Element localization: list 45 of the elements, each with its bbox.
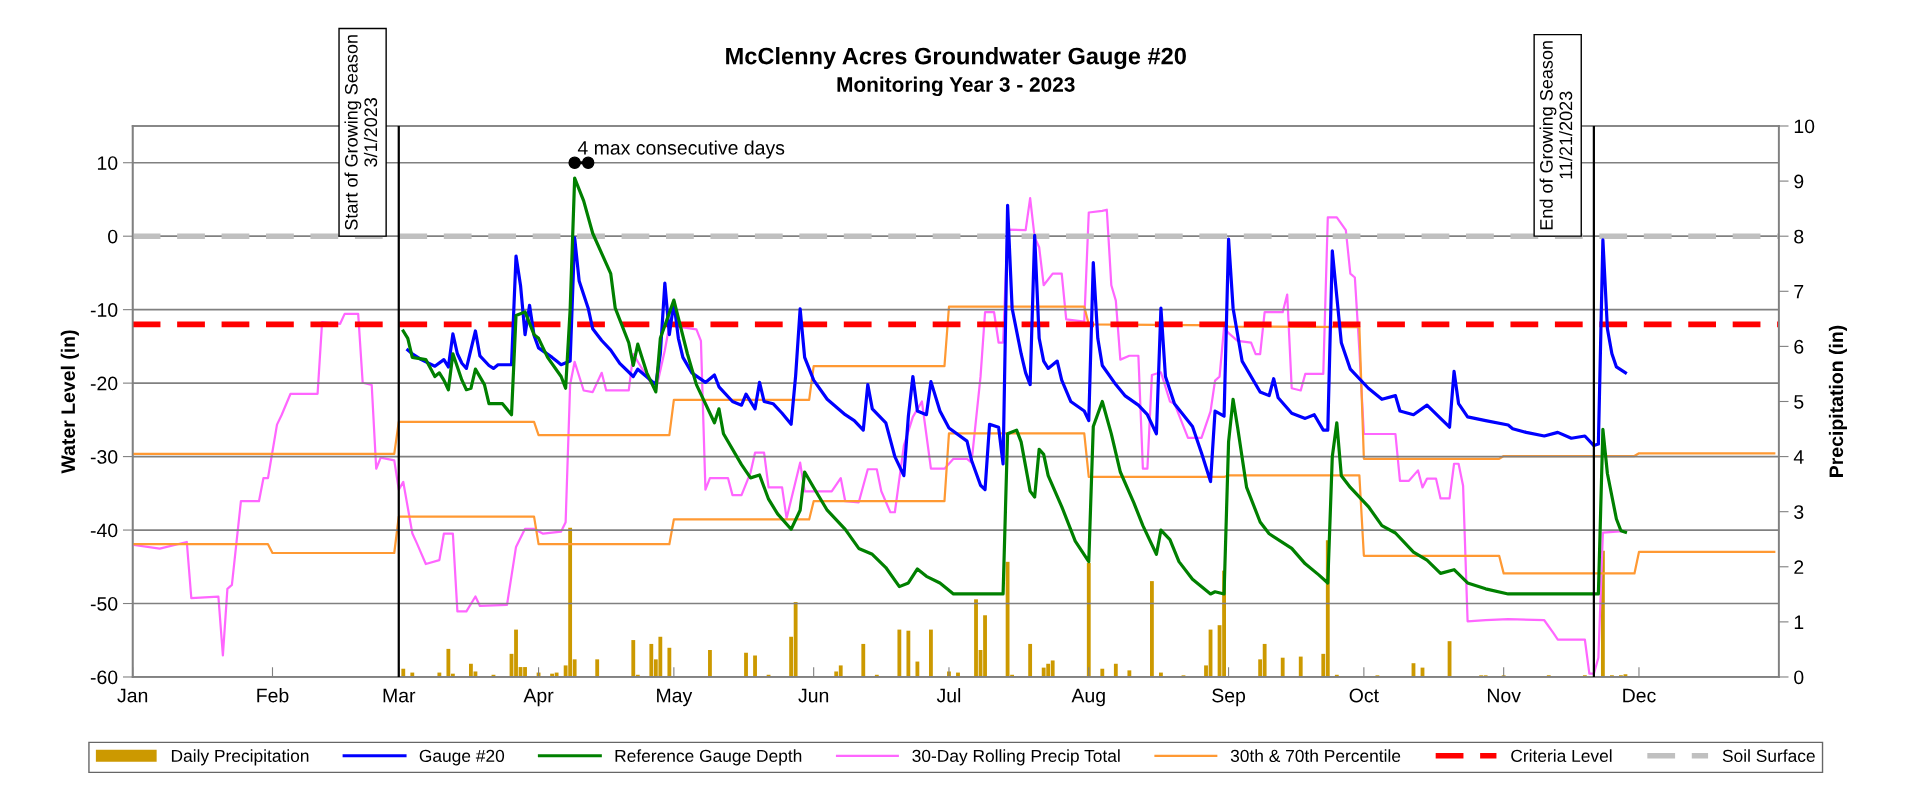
legend-label: Soil Surface — [1722, 749, 1815, 763]
y-tick-label: -30 — [90, 450, 118, 464]
ref-line-label: End of Growing Season 11/21/2023 — [1539, 41, 1573, 230]
x-tick-label: Apr — [523, 688, 554, 707]
annotation: 4 max consecutive days — [577, 140, 785, 159]
y2-tick-label: 6 — [1794, 339, 1804, 354]
y-tick-label: 0 — [108, 229, 118, 244]
x-tick-label: Dec — [1623, 688, 1656, 703]
y-tick-label: -60 — [90, 670, 118, 685]
x-tick-label: Jun — [798, 688, 829, 703]
y2-tick-label: 7 — [1794, 284, 1804, 299]
y2-tick-label: 2 — [1794, 560, 1804, 574]
x-tick-label: Sep — [1212, 688, 1246, 707]
ref-line-label: Start of Growing Season 3/1/2023 — [344, 35, 378, 230]
chart-subtitle: Monitoring Year 3 - 2023 — [837, 76, 1075, 97]
y-tick-label: -20 — [90, 376, 118, 391]
x-tick-label: Oct — [1349, 688, 1379, 703]
legend-label: Criteria Level — [1511, 749, 1612, 763]
x-tick-label: Aug — [1071, 688, 1105, 707]
y-tick-label: -50 — [90, 596, 118, 611]
y-tick-label: -10 — [90, 303, 118, 317]
y2-tick-label: 0 — [1794, 670, 1804, 685]
legend-label: Daily Precipitation — [171, 749, 309, 766]
y2-tick-label: 4 — [1793, 450, 1804, 464]
x-tick-label: May — [657, 688, 693, 707]
y2-tick-label: 5 — [1794, 395, 1804, 409]
legend-label: 30-Day Rolling Precip Total — [912, 749, 1120, 766]
y2-axis-title: Precipitation (in) — [1828, 325, 1847, 477]
y2-tick-label: 8 — [1794, 229, 1804, 244]
y-tick-label: -40 — [90, 523, 118, 538]
y2-tick-label: 9 — [1794, 174, 1804, 189]
y-axis-title: Water Level (in) — [60, 330, 79, 474]
chart-title: McClenny Acres Groundwater Gauge #20 — [726, 47, 1186, 70]
y2-tick-label: 3 — [1794, 505, 1804, 519]
legend-label: 30th & 70th Percentile — [1230, 749, 1401, 763]
x-tick-label: Jul — [936, 688, 961, 703]
x-tick-label: Nov — [1487, 688, 1521, 703]
y-tick-label: 10 — [97, 156, 118, 170]
y2-tick-label: 10 — [1794, 119, 1815, 134]
legend-label: Reference Gauge Depth — [615, 749, 802, 766]
y2-tick-label: 1 — [1794, 615, 1804, 629]
x-tick-label: Mar — [383, 688, 416, 703]
x-tick-label: Feb — [257, 688, 289, 703]
legend-label: Gauge #20 — [419, 749, 505, 766]
x-tick-label: Jan — [117, 688, 148, 703]
